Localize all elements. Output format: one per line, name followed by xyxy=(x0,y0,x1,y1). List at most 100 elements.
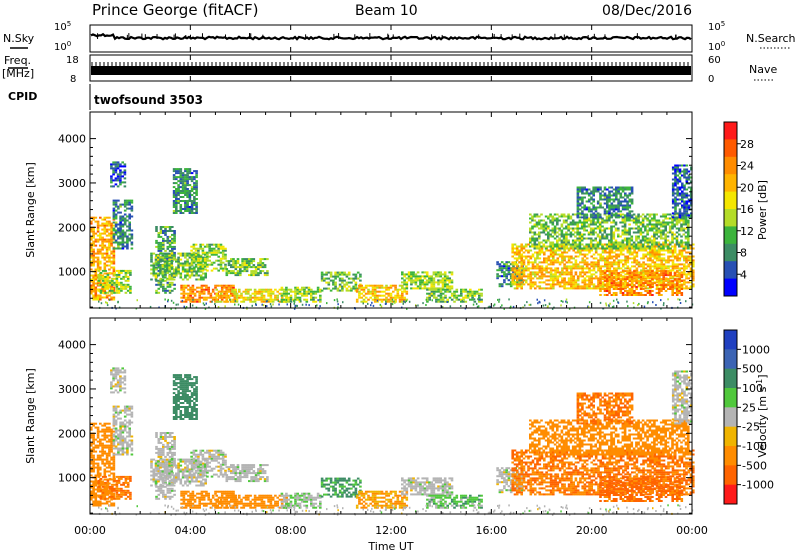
heatmap-cell xyxy=(168,241,172,244)
heatmap-cell xyxy=(540,271,544,274)
heatmap-cell xyxy=(619,213,622,216)
heatmap-cell xyxy=(678,227,681,230)
heatmap-cell xyxy=(119,171,122,174)
heatmap-cell xyxy=(166,262,169,265)
heatmap-cell xyxy=(446,288,449,291)
heatmap-cell xyxy=(653,237,656,240)
heatmap-cell xyxy=(608,217,611,220)
heatmap-cell xyxy=(437,294,440,297)
heatmap-cell xyxy=(441,279,445,282)
heatmap-cell xyxy=(271,290,275,293)
heatmap-cell xyxy=(441,292,445,295)
heatmap-cell xyxy=(193,212,196,214)
heatmap-cell xyxy=(162,275,165,278)
heatmap-cell xyxy=(126,207,129,210)
heatmap-cell xyxy=(214,284,217,287)
heatmap-cell xyxy=(531,265,535,268)
heatmap-cell xyxy=(500,283,504,286)
heatmap-cell xyxy=(455,290,459,293)
heatmap-cell xyxy=(535,215,539,218)
heatmap-cell xyxy=(666,274,670,277)
heatmap-cell xyxy=(608,273,612,276)
heatmap-cell xyxy=(583,186,586,189)
heatmap-cell xyxy=(350,289,353,292)
heatmap-cell xyxy=(105,294,109,297)
heatmap-cell xyxy=(540,261,544,264)
heatmap-cell xyxy=(617,267,621,270)
heatmap-cell xyxy=(664,265,668,268)
heatmap-cell xyxy=(651,294,654,296)
heatmap-cell xyxy=(448,288,452,291)
heatmap-cell xyxy=(175,170,178,173)
heatmap-cell xyxy=(628,233,631,236)
heatmap-cell xyxy=(606,278,609,281)
heatmap-cell xyxy=(276,296,279,299)
heatmap-cell xyxy=(259,270,262,273)
heatmap-cell xyxy=(621,278,625,281)
heatmap-cell xyxy=(338,283,342,286)
heatmap-cell xyxy=(561,267,564,270)
heatmap-cell xyxy=(221,249,225,252)
heatmap-cell xyxy=(249,294,252,297)
heatmap-cell xyxy=(190,212,194,214)
heatmap-cell xyxy=(567,213,570,216)
heatmap-cell xyxy=(175,208,178,210)
heatmap-cell xyxy=(662,233,665,236)
heatmap-cell xyxy=(119,177,122,180)
heatmap-cell xyxy=(608,239,611,242)
heatmap-cell xyxy=(640,263,643,266)
heatmap-cell xyxy=(657,274,661,277)
heatmap-cell xyxy=(592,206,595,209)
heatmap-cell xyxy=(188,200,192,202)
heatmap-cell xyxy=(685,261,688,264)
heatmap-cell xyxy=(168,256,171,259)
heatmap-cell xyxy=(542,231,546,234)
heatmap-cell xyxy=(112,185,115,188)
heatmap-cell xyxy=(108,258,111,261)
heatmap-cell xyxy=(668,217,672,220)
heatmap-cell xyxy=(444,288,447,291)
heatmap-cell xyxy=(572,287,575,290)
heatmap-cell xyxy=(659,235,663,238)
heatmap-cell xyxy=(633,290,636,292)
heatmap-cell xyxy=(601,273,605,276)
heatmap-cell xyxy=(260,288,264,291)
heatmap-cell xyxy=(612,219,616,222)
heatmap-cell xyxy=(655,243,658,246)
heatmap-cell xyxy=(343,271,346,274)
heatmap-cell xyxy=(612,276,616,279)
heatmap-cell xyxy=(437,273,440,276)
heatmap-cell xyxy=(664,259,668,262)
heatmap-cell xyxy=(646,270,650,273)
heatmap-cell xyxy=(425,275,429,278)
heatmap-cell xyxy=(172,212,176,214)
heatmap-cell xyxy=(182,292,186,295)
heatmap-cell xyxy=(547,267,551,270)
heatmap-cell xyxy=(193,198,196,200)
heatmap-cell xyxy=(660,281,663,284)
heatmap-cell xyxy=(606,265,609,268)
heatmap-cell xyxy=(108,228,111,231)
heatmap-cell xyxy=(193,208,196,210)
heatmap-cell xyxy=(520,267,523,270)
heatmap-cell xyxy=(159,260,162,263)
heatmap-cell xyxy=(179,192,183,194)
heatmap-cell xyxy=(150,272,153,275)
heatmap-cell xyxy=(303,292,306,295)
heatmap-cell xyxy=(171,289,174,292)
heatmap-cell xyxy=(659,237,663,240)
heatmap-cell xyxy=(558,243,561,246)
heatmap-cell xyxy=(642,294,645,296)
heatmap-cell xyxy=(631,253,634,256)
heatmap-cell xyxy=(419,285,422,288)
heatmap-cell xyxy=(511,281,514,284)
heatmap-cell xyxy=(197,263,200,266)
heatmap-cell xyxy=(587,237,591,240)
heatmap-cell xyxy=(669,272,672,275)
heatmap-cell xyxy=(655,276,659,279)
heatmap-cell xyxy=(360,284,363,287)
heatmap-cell xyxy=(150,252,153,255)
heatmap-cell xyxy=(540,249,544,252)
heatmap-cell xyxy=(92,298,95,301)
heatmap-cell xyxy=(596,227,600,230)
